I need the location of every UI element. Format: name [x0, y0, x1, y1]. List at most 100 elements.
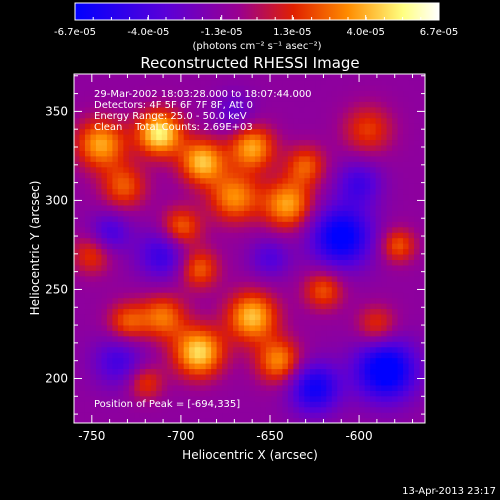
heatmap-cell: [392, 243, 399, 250]
heatmap-cell: [194, 308, 201, 315]
heatmap-cell: [249, 193, 256, 201]
heatmap-cell: [370, 319, 377, 326]
heatmap-cell: [265, 417, 273, 423]
heatmap-cell: [408, 161, 415, 168]
heatmap-cell: [408, 243, 415, 250]
heatmap-cell: [172, 379, 179, 386]
heatmap-cell: [74, 193, 81, 201]
heatmap-cell: [216, 373, 223, 380]
heatmap-cell: [139, 352, 146, 359]
heatmap-cell: [392, 363, 399, 370]
heatmap-cell: [172, 357, 179, 364]
heatmap-cell: [249, 161, 256, 168]
heatmap-cell: [145, 199, 152, 206]
heatmap-cell: [287, 363, 294, 370]
heatmap-cell: [216, 357, 223, 364]
heatmap-cell: [403, 161, 410, 168]
heatmap-cell: [370, 84, 377, 91]
heatmap-cell: [419, 324, 425, 331]
heatmap-cell: [403, 215, 410, 222]
heatmap-cell: [276, 84, 283, 91]
heatmap-cell: [364, 210, 371, 217]
heatmap-cell: [320, 335, 327, 342]
heatmap-cell: [304, 133, 311, 141]
heatmap-cell: [392, 150, 399, 157]
heatmap-cell: [244, 281, 251, 288]
heatmap-cell: [359, 166, 366, 173]
heatmap-cell: [222, 193, 229, 201]
heatmap-cell: [260, 395, 267, 402]
y-tick-label: 300: [45, 193, 68, 207]
heatmap-cell: [403, 292, 410, 299]
heatmap-cell: [293, 128, 300, 135]
heatmap-cell: [370, 112, 377, 119]
heatmap-cell: [183, 84, 190, 91]
heatmap-cell: [249, 281, 256, 288]
heatmap-cell: [386, 281, 393, 288]
heatmap-cell: [381, 335, 388, 342]
heatmap-cell: [167, 303, 174, 310]
heatmap-cell: [375, 101, 382, 108]
heatmap-cell: [95, 117, 103, 124]
heatmap-cell: [326, 270, 333, 277]
heatmap-cell: [315, 384, 322, 391]
heatmap-cell: [287, 270, 294, 277]
heatmap-cell: [403, 406, 410, 413]
heatmap-cell: [101, 259, 108, 266]
x-tick-label: -700: [167, 429, 194, 443]
heatmap-cell: [95, 133, 103, 141]
heatmap-cell: [101, 90, 108, 97]
heatmap-cell: [419, 183, 425, 190]
heatmap-cell: [161, 303, 168, 310]
heatmap-cell: [150, 101, 157, 108]
heatmap-cell: [238, 292, 245, 299]
heatmap-cell: [194, 292, 201, 299]
heatmap-cell: [161, 417, 168, 423]
heatmap-cell: [139, 161, 146, 168]
heatmap-cell: [381, 357, 388, 364]
heatmap-cell: [117, 248, 124, 255]
heatmap-cell: [74, 172, 81, 179]
heatmap-cell: [320, 248, 327, 255]
heatmap-cell: [293, 150, 300, 157]
heatmap-cell: [95, 352, 103, 359]
heatmap-cell: [178, 259, 185, 266]
heatmap-cell: [260, 101, 267, 108]
heatmap-cell: [227, 281, 234, 288]
heatmap-cell: [298, 292, 305, 299]
heatmap-cell: [304, 177, 311, 184]
heatmap-cell: [216, 264, 223, 271]
heatmap-cell: [276, 210, 283, 217]
heatmap-cell: [189, 232, 196, 239]
heatmap-cell: [287, 384, 294, 391]
heatmap-cell: [293, 335, 300, 342]
heatmap-cell: [128, 188, 135, 195]
heatmap-cell: [320, 346, 327, 353]
heatmap-cell: [244, 117, 251, 124]
heatmap-cell: [238, 221, 245, 228]
heatmap-cell: [287, 259, 294, 266]
heatmap-cell: [101, 330, 108, 337]
heatmap-cell: [287, 95, 294, 102]
heatmap-cell: [106, 226, 113, 233]
heatmap-cell: [392, 395, 399, 402]
heatmap-cell: [320, 84, 327, 91]
heatmap-cell: [106, 368, 113, 375]
heatmap-cell: [282, 155, 289, 162]
heatmap-cell: [156, 221, 163, 228]
heatmap-cell: [106, 95, 113, 102]
heatmap-cell: [309, 313, 316, 320]
heatmap-cell: [222, 101, 229, 108]
heatmap-cell: [403, 303, 410, 310]
heatmap-cell: [222, 303, 229, 310]
heatmap-cell: [408, 412, 415, 419]
heatmap-cell: [156, 335, 163, 342]
heatmap-cell: [265, 215, 273, 222]
heatmap-cell: [200, 139, 207, 146]
heatmap-cell: [139, 390, 146, 397]
heatmap-cell: [145, 341, 152, 348]
heatmap-cell: [265, 199, 273, 206]
heatmap-cell: [227, 384, 234, 391]
heatmap-cell: [320, 237, 327, 244]
heatmap-cell: [145, 417, 152, 423]
